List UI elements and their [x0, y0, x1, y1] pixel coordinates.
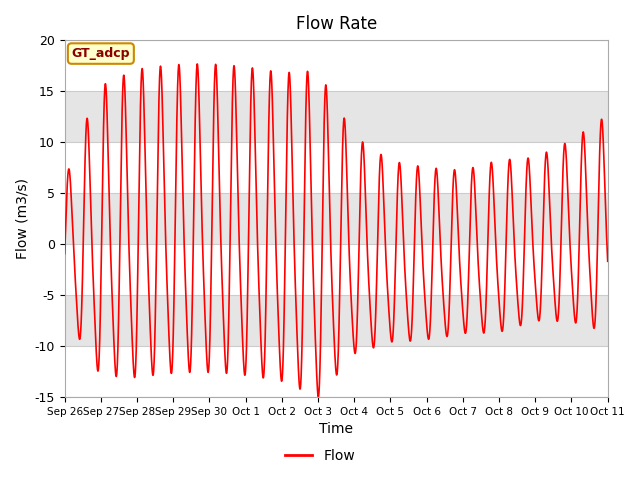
Bar — [65, 91, 608, 142]
Y-axis label: Flow (m3/s): Flow (m3/s) — [15, 178, 29, 259]
Bar — [65, 295, 608, 346]
Legend: Flow: Flow — [279, 443, 361, 468]
Bar — [65, 193, 608, 244]
Title: Flow Rate: Flow Rate — [296, 15, 377, 33]
X-axis label: Time: Time — [319, 422, 353, 436]
Text: GT_adcp: GT_adcp — [72, 47, 130, 60]
